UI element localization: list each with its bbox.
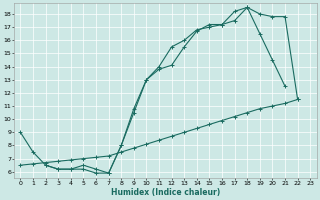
X-axis label: Humidex (Indice chaleur): Humidex (Indice chaleur): [111, 188, 220, 197]
